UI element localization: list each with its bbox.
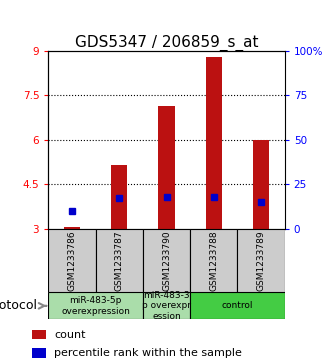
- Text: GSM1233790: GSM1233790: [162, 230, 171, 291]
- Bar: [32, 348, 46, 358]
- Text: GSM1233787: GSM1233787: [115, 230, 124, 291]
- Text: miR-483-5p
overexpression: miR-483-5p overexpression: [61, 296, 130, 315]
- Title: GDS5347 / 206859_s_at: GDS5347 / 206859_s_at: [75, 34, 258, 51]
- Bar: [143, 292, 190, 319]
- Text: count: count: [54, 330, 86, 340]
- Bar: [64, 227, 80, 229]
- Text: GSM1233789: GSM1233789: [256, 230, 266, 291]
- Bar: [190, 229, 237, 292]
- Bar: [158, 106, 175, 229]
- Bar: [205, 57, 222, 229]
- Bar: [48, 292, 143, 319]
- Bar: [32, 330, 46, 339]
- Bar: [96, 229, 143, 292]
- Bar: [111, 165, 128, 229]
- Text: protocol: protocol: [0, 299, 38, 312]
- Text: control: control: [222, 301, 253, 310]
- Text: percentile rank within the sample: percentile rank within the sample: [54, 348, 242, 358]
- Bar: [48, 229, 96, 292]
- Text: miR-483-3
p overexpr
ession: miR-483-3 p overexpr ession: [142, 291, 191, 321]
- Bar: [237, 229, 285, 292]
- Bar: [253, 140, 269, 229]
- Bar: [143, 229, 190, 292]
- Text: GSM1233786: GSM1233786: [67, 230, 77, 291]
- Text: GSM1233788: GSM1233788: [209, 230, 218, 291]
- Bar: [190, 292, 285, 319]
